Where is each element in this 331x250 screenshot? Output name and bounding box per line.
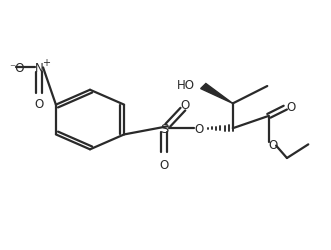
Text: ⁻O: ⁻O [10,62,25,74]
Text: O: O [181,99,190,112]
Text: S: S [160,122,168,135]
Text: O: O [195,122,204,135]
Text: O: O [34,98,44,111]
Polygon shape [201,84,233,104]
Text: O: O [268,139,277,152]
Text: O: O [287,100,296,114]
Text: +: + [42,58,50,68]
Text: O: O [159,158,168,171]
Text: N: N [35,62,43,74]
Text: HO: HO [177,79,195,92]
